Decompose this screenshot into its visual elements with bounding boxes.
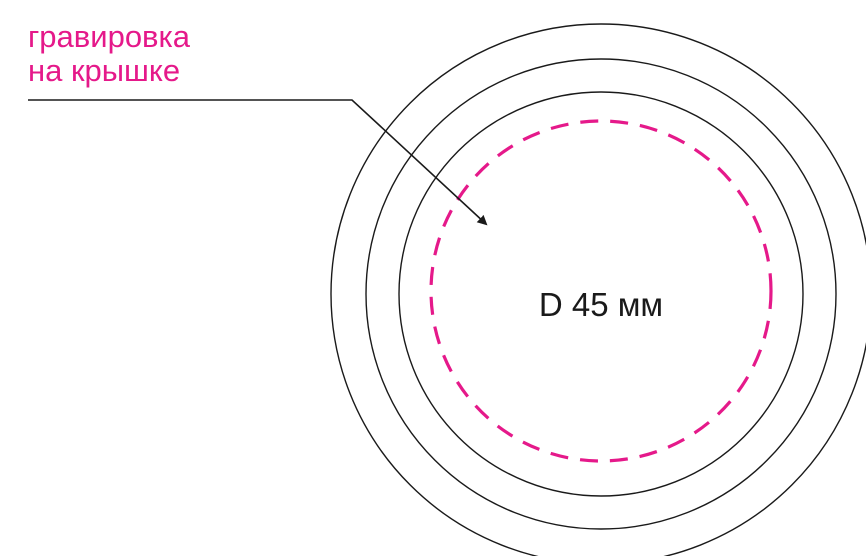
engraving-area-boundary: [429, 119, 773, 463]
lid-outer-rim: [330, 23, 866, 556]
diameter-label: D 45 мм: [539, 286, 663, 323]
lid-inner-rim: [398, 91, 804, 497]
engraving-callout-label: гравировка на крышке: [28, 20, 190, 88]
lid-middle-rim: [365, 58, 837, 530]
callout-line-2: на крышке: [28, 53, 181, 88]
callout-line-1: гравировка: [28, 19, 191, 54]
callout-leader-line: [28, 99, 488, 226]
